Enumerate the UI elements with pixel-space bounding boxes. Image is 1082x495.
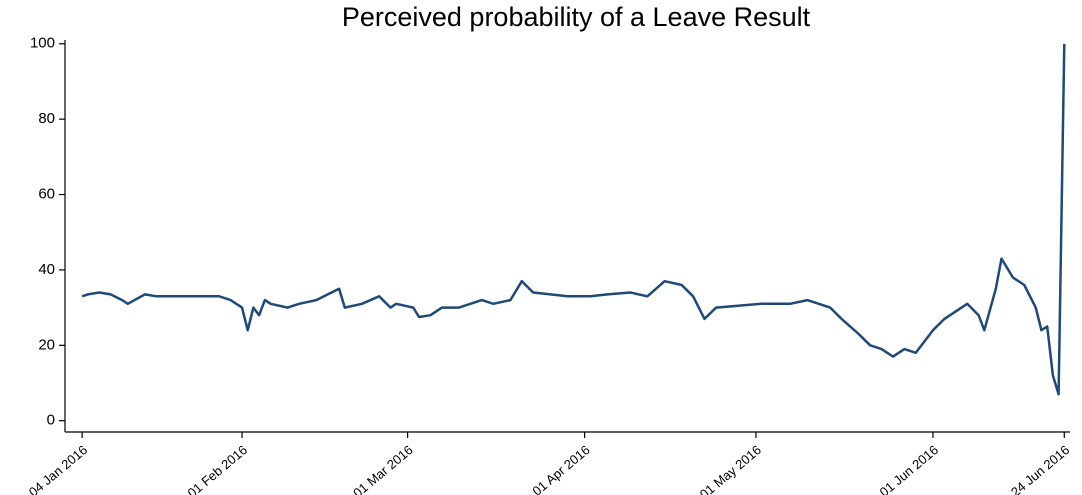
x-tick-label: 01 Feb 2016 [185, 442, 251, 495]
y-tick-label: 0 [47, 412, 55, 429]
x-tick-label: 24 Jun 2016 [1008, 442, 1072, 495]
x-tick-label: 01 May 2016 [697, 442, 764, 495]
y-tick-label: 80 [38, 110, 55, 127]
y-tick-label: 100 [30, 35, 55, 52]
x-tick-label: 01 Apr 2016 [529, 442, 592, 495]
y-tick-label: 20 [38, 336, 55, 353]
x-tick-label: 04 Jan 2016 [26, 442, 90, 495]
y-tick-label: 60 [38, 186, 55, 203]
x-tick-label: 01 Jun 2016 [877, 442, 941, 495]
y-tick-label: 40 [38, 261, 55, 278]
x-tick-label: 01 Mar 2016 [350, 442, 416, 495]
chart-title: Perceived probability of a Leave Result [342, 2, 811, 32]
data-line [81, 43, 1066, 396]
